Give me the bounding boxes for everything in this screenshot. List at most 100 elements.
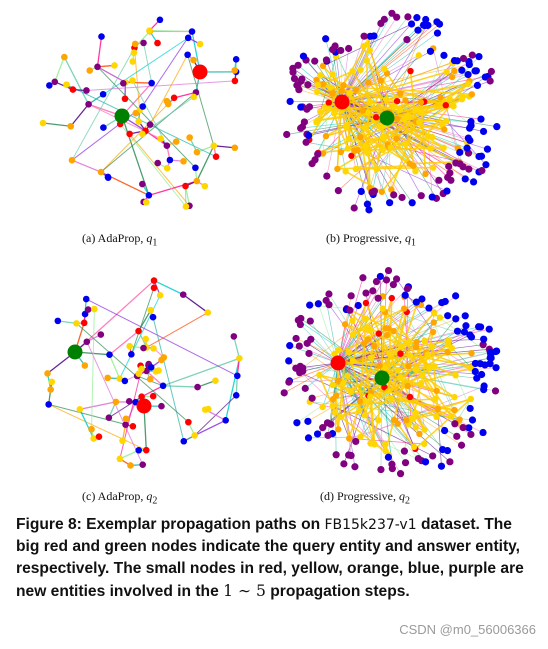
graph-node (143, 367, 150, 375)
graph-node (452, 315, 460, 323)
graph-node (424, 351, 431, 358)
graph-node (345, 435, 353, 442)
graph-node (232, 392, 240, 399)
graph-node (317, 108, 324, 115)
graph-node (99, 90, 107, 98)
graph-node (331, 409, 339, 416)
graph-node (351, 463, 359, 471)
graph-node (421, 458, 430, 466)
graph-node (433, 29, 442, 37)
graph-node (460, 328, 469, 336)
graph-edge (173, 91, 197, 99)
graph-node (412, 409, 420, 417)
graph-node (323, 172, 331, 180)
graph-node (468, 416, 477, 424)
graph-node (428, 343, 436, 350)
graph-node (381, 65, 388, 73)
graph-node (329, 402, 337, 410)
graph-node (142, 446, 150, 454)
graph-node (230, 333, 238, 340)
graph-node (390, 416, 398, 424)
graph-node (397, 374, 404, 381)
graph-node (61, 53, 68, 61)
graph-node (88, 425, 95, 433)
graph-edge (359, 136, 371, 189)
graph-node (487, 67, 495, 76)
graph-node (157, 135, 164, 143)
graph-node (337, 413, 345, 421)
graph-edge (125, 81, 152, 84)
graph-node (313, 430, 322, 438)
graph-node (127, 462, 134, 469)
graph-node (437, 462, 446, 470)
graph-node (349, 68, 356, 75)
graph-edge (225, 358, 241, 421)
graph-node (142, 335, 149, 343)
graph-node (297, 103, 305, 111)
graph-node (138, 365, 145, 373)
graph-node (69, 86, 77, 93)
graph-node (360, 32, 368, 40)
graph-node (382, 325, 390, 332)
graph-node (286, 342, 294, 350)
graph-node (47, 386, 54, 393)
graph-adaprop-q1 (20, 0, 270, 225)
graph-node (393, 13, 401, 21)
graph-node (347, 388, 355, 396)
graph-node (348, 152, 355, 159)
graph-edge (409, 161, 460, 165)
graph-node (116, 375, 123, 383)
graph-node (418, 108, 425, 116)
graph-edge (100, 97, 175, 173)
graph-node (337, 148, 345, 156)
graph-node (478, 167, 486, 175)
graph-node (352, 165, 360, 173)
graph-edge (368, 81, 447, 106)
graph-node (98, 33, 105, 40)
graph-edge (146, 370, 164, 387)
graph-node (392, 275, 401, 283)
graph-node (374, 294, 382, 302)
graph-node (385, 388, 392, 395)
graph-node (182, 203, 190, 210)
graph-edge (352, 307, 405, 336)
graph-node (204, 309, 212, 316)
graph-edge (289, 362, 339, 382)
graph-edge (63, 56, 90, 105)
graph-node (356, 398, 364, 405)
graph-node (111, 62, 118, 69)
graph-node (346, 89, 354, 97)
graph-node (483, 145, 492, 153)
graph-node (386, 351, 393, 358)
graph-edge (337, 305, 359, 364)
graph-node (322, 296, 330, 305)
graph-node (434, 405, 441, 413)
graph-node (372, 277, 381, 286)
graph-node (129, 58, 137, 65)
graph-node (397, 90, 404, 97)
graph-edge (76, 322, 189, 423)
graph-node (430, 362, 438, 370)
graph-node (319, 424, 327, 432)
graph-node (445, 162, 453, 170)
graph-node (456, 416, 463, 423)
graph-node (456, 148, 464, 156)
graph-node (440, 144, 447, 151)
graph-node (44, 370, 51, 377)
graph-node (170, 94, 178, 102)
graph-node (444, 348, 451, 356)
graph-node (426, 47, 435, 55)
graph-node (388, 9, 396, 17)
graph-node (450, 56, 459, 65)
graph-node (459, 163, 467, 171)
graph-node (180, 437, 188, 445)
graph-node (382, 440, 389, 448)
graph-node (425, 304, 433, 312)
graph-node (472, 67, 480, 75)
graph-node (222, 417, 229, 424)
graph-node (68, 156, 76, 164)
graph-node (421, 337, 428, 344)
graph-node (464, 70, 472, 79)
graph-node (150, 284, 158, 292)
graph-node (475, 53, 483, 61)
